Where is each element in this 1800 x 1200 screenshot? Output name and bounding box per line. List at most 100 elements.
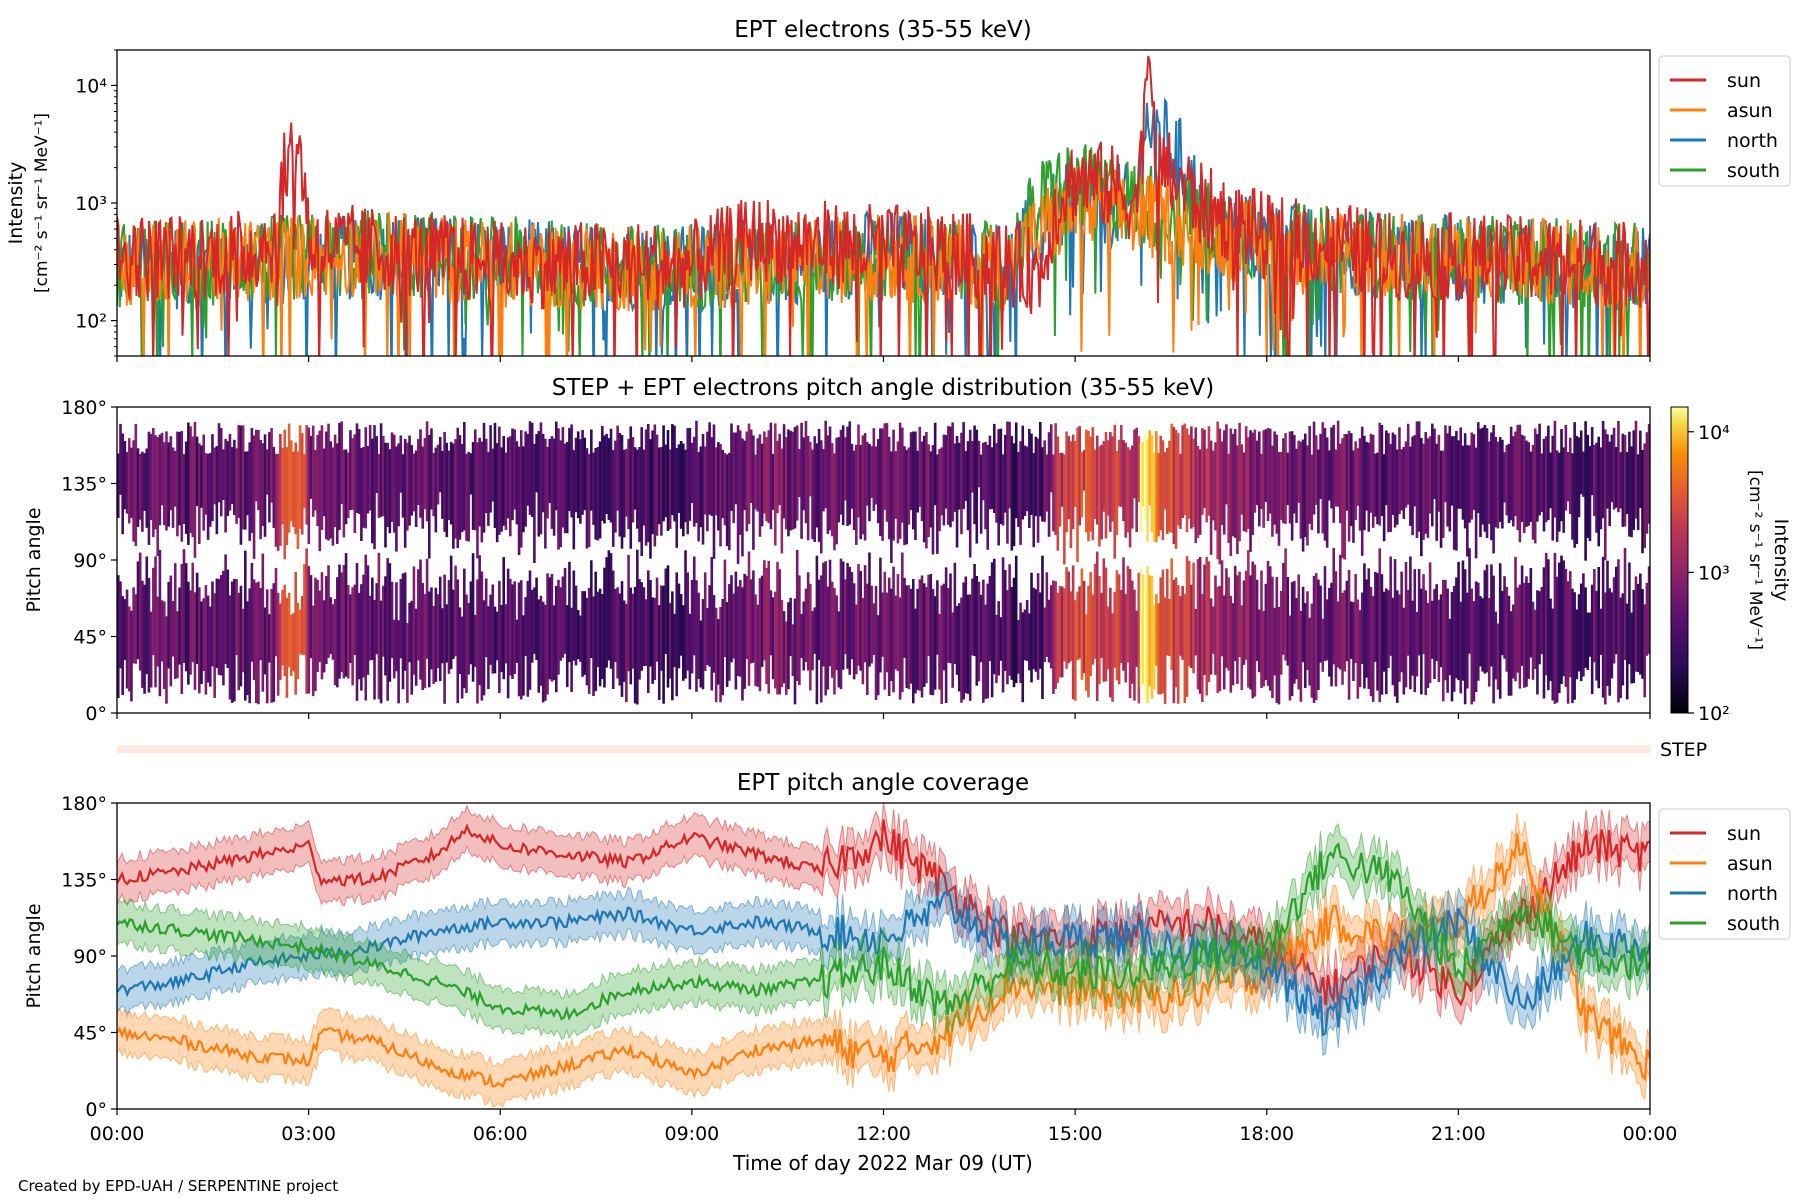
pad-cell	[1236, 445, 1239, 555]
pad-cell	[1260, 570, 1263, 689]
pad-cell	[561, 427, 565, 528]
pad-cell	[732, 432, 735, 524]
pad-cell	[511, 428, 514, 521]
pad-cell	[1065, 567, 1068, 670]
pad-cell	[927, 574, 930, 656]
pad-cell	[401, 573, 405, 690]
pad-cell	[1533, 428, 1537, 544]
pad-cell	[1564, 568, 1568, 687]
pad-cell	[962, 582, 965, 700]
pad-cell	[1501, 591, 1504, 656]
pad-cell	[136, 561, 140, 660]
pad-cell	[340, 421, 343, 504]
pad-cell	[966, 441, 970, 531]
pad-cell	[782, 424, 786, 519]
pad-cell	[1448, 425, 1452, 532]
pad-cell	[467, 451, 470, 542]
pad-cell	[1317, 449, 1320, 534]
pad-cell	[250, 563, 254, 662]
pad-cell	[1426, 603, 1430, 688]
pad-cell	[984, 441, 987, 530]
pad-cell	[738, 430, 742, 535]
pad-cell	[611, 570, 615, 689]
pad-cell	[504, 604, 508, 664]
pad-cell	[434, 447, 438, 533]
pad-cell	[173, 563, 177, 679]
pad-cell	[964, 451, 968, 501]
pad-cell	[357, 592, 361, 680]
pad-cell	[1601, 556, 1605, 698]
pad-cell	[1172, 427, 1176, 544]
pad-cell	[535, 434, 538, 493]
pad-cell	[1277, 606, 1281, 705]
pad-cell	[594, 571, 598, 692]
pad-cell	[603, 567, 606, 688]
pad-cell	[1253, 564, 1257, 697]
pad-cell	[660, 447, 663, 536]
pad-cell	[182, 549, 186, 663]
pad-cell	[787, 429, 790, 537]
pad-cell	[653, 424, 657, 547]
pad-cell	[833, 587, 836, 695]
pad-cell	[445, 604, 449, 663]
pad-cell	[1590, 584, 1594, 695]
pad-cell	[463, 422, 466, 531]
pad-cell	[1257, 609, 1261, 673]
pad-cell	[476, 442, 479, 559]
pad-cell	[868, 552, 871, 667]
pad-cell	[1058, 452, 1062, 527]
pad-cell	[592, 452, 595, 525]
pad-cell	[559, 587, 562, 661]
pad-cell	[644, 599, 648, 666]
pad-cell	[1476, 422, 1480, 514]
pad-cell	[784, 621, 788, 696]
pad-cell	[198, 587, 201, 694]
pad-cell	[1601, 421, 1605, 519]
pad-cell	[1266, 428, 1270, 521]
pad-cell	[576, 431, 580, 519]
pad-cell	[1247, 437, 1250, 529]
pad-cell	[228, 595, 232, 700]
pad-cell	[1181, 425, 1184, 518]
pad-cell	[594, 448, 598, 540]
pad-cell	[1268, 566, 1272, 691]
pad-cell	[1610, 592, 1614, 679]
pad-cell	[1485, 564, 1489, 673]
pad-cell	[828, 559, 832, 667]
pad-cell	[907, 447, 911, 525]
pad-cell	[857, 564, 860, 666]
pad-cell	[1183, 594, 1187, 703]
pad-cell	[1391, 597, 1395, 686]
pad-cell	[622, 449, 626, 538]
pad-cell	[955, 605, 959, 675]
pad-cell	[1474, 581, 1478, 693]
pad-cell	[252, 435, 256, 559]
pad-cell	[684, 550, 687, 679]
pad-cell	[552, 605, 556, 681]
pad-cell	[664, 568, 668, 654]
pad-cell	[169, 436, 173, 511]
pad-cell	[550, 574, 554, 682]
pad-cell	[145, 556, 149, 675]
pad-cell	[1345, 580, 1349, 662]
pad-cell	[925, 432, 928, 549]
pad-cell	[828, 426, 832, 531]
pad-cell	[1369, 586, 1373, 697]
pad-cell	[798, 575, 801, 685]
pad-cell	[1433, 428, 1436, 500]
pad-cell	[541, 601, 545, 703]
pad-cell	[1354, 574, 1357, 664]
pad-cell	[478, 437, 481, 527]
legend-box	[1658, 808, 1791, 940]
pad-cell	[1036, 438, 1040, 543]
x-tick-label: 06:00	[473, 1123, 528, 1145]
pad-cell	[524, 597, 527, 657]
pad-cell	[598, 588, 602, 687]
pad-cell	[248, 442, 251, 541]
pad-cell	[682, 443, 685, 537]
pad-cell	[1271, 576, 1274, 699]
pad-cell	[263, 607, 267, 675]
pad-cell	[695, 580, 698, 692]
pad-cell	[1028, 428, 1031, 528]
pad-cell	[962, 422, 965, 509]
